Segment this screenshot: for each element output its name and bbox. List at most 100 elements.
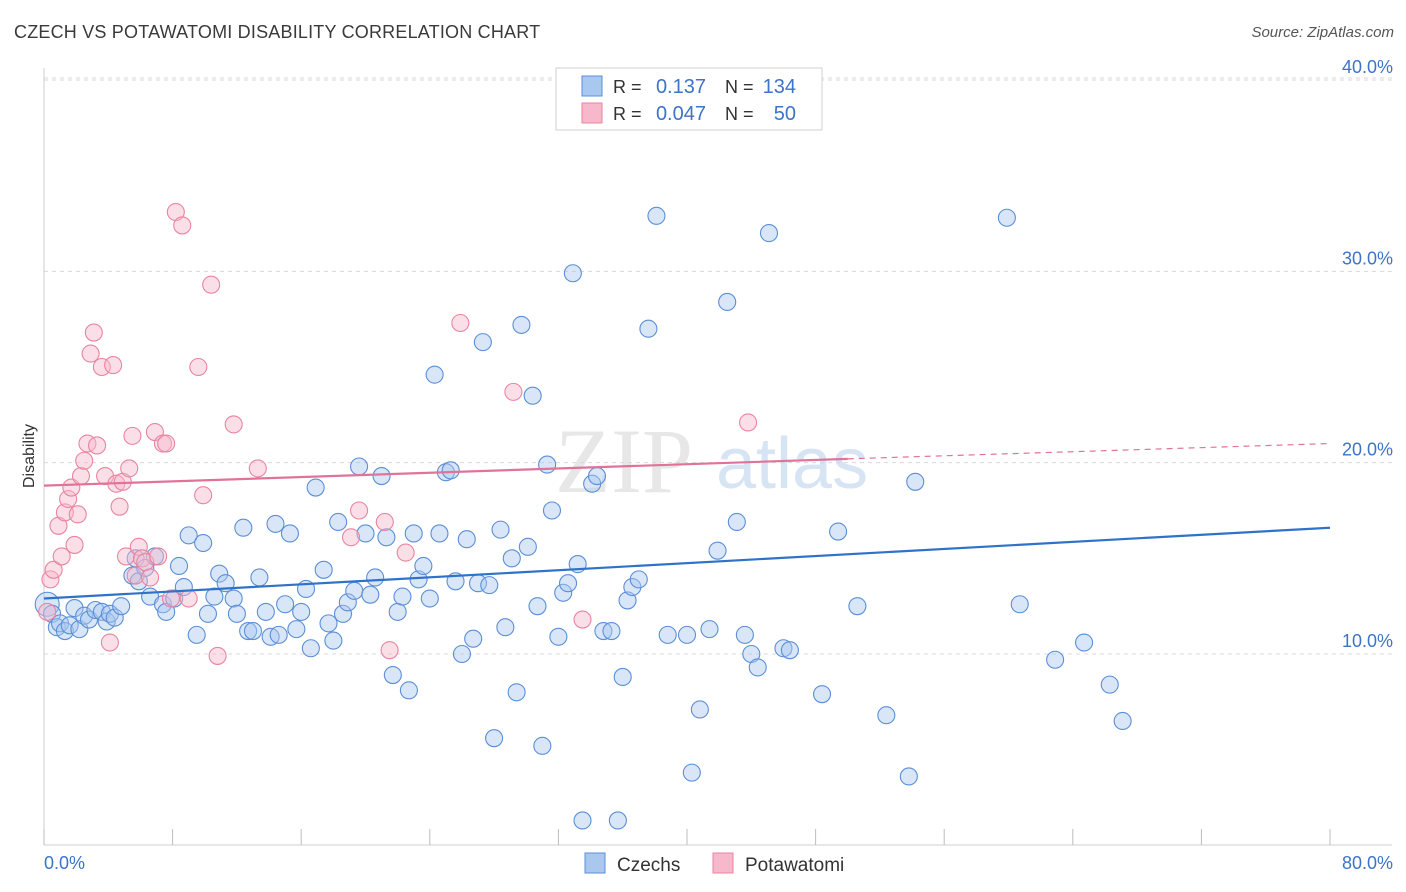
potawatomi-point: [68, 505, 87, 524]
czech-point: [480, 576, 499, 595]
czech-point: [420, 589, 439, 608]
czech-point: [485, 729, 504, 748]
czech-point: [542, 501, 562, 520]
czech-point: [1046, 650, 1065, 669]
chart-title: CZECH VS POTAWATOMI DISABILITY CORRELATI…: [14, 22, 541, 42]
potawatomi-point: [100, 633, 119, 652]
n-value: 134: [763, 76, 796, 98]
potawatomi-point: [116, 547, 136, 566]
czech-point: [276, 595, 295, 614]
czech-point: [414, 556, 433, 576]
potawatomi-point: [179, 589, 198, 608]
czech-point: [538, 455, 557, 474]
czech-point: [502, 549, 521, 568]
legend-czechs-swatch: [584, 852, 606, 874]
czech-point: [388, 602, 407, 621]
czech-point: [224, 589, 243, 608]
potawatomi-point: [129, 537, 148, 556]
czech-point: [65, 599, 84, 618]
potawatomi-point: [194, 486, 213, 505]
czech-point: [60, 616, 79, 635]
potawatomi-point: [81, 344, 100, 363]
y-tick-label: 20.0%: [1342, 440, 1393, 460]
potawatomi-point: [573, 610, 592, 629]
potawatomi-point: [52, 547, 71, 566]
r-label: R =: [613, 104, 642, 124]
czech-point: [425, 365, 444, 384]
czech-point: [356, 524, 375, 543]
czech-point: [639, 319, 658, 338]
potawatomi-point: [189, 357, 208, 377]
czech-point: [227, 604, 246, 623]
czech-point: [452, 644, 472, 664]
potawatomi-point: [87, 436, 107, 455]
potawatomi-point: [208, 646, 227, 665]
potawatomi-point: [157, 434, 176, 453]
czech-point: [239, 621, 258, 641]
czech-point: [280, 524, 299, 543]
potawatomi-point: [375, 512, 394, 532]
czech-point: [338, 593, 357, 612]
czech-point: [457, 530, 476, 549]
czech-point: [404, 524, 423, 543]
czech-point: [430, 524, 449, 543]
czech-point: [350, 457, 369, 476]
czech-point: [187, 625, 206, 644]
czech-point: [877, 706, 896, 725]
czech-point: [105, 608, 124, 627]
watermark-zip: ZIP: [555, 410, 693, 512]
czech-point: [906, 472, 925, 491]
potawatomi-point: [44, 560, 63, 579]
czech-point: [727, 512, 746, 532]
potawatomi-point: [173, 216, 192, 235]
czech-point: [393, 587, 412, 606]
czech-point: [523, 386, 542, 405]
czech-point: [345, 581, 364, 600]
potawatomi-point: [92, 357, 111, 377]
r-value: 0.137: [656, 76, 706, 98]
czech-point: [812, 685, 832, 704]
potawatomi-point: [59, 489, 78, 509]
potawatomi-point: [350, 501, 369, 520]
x-tick-label: 0.0%: [44, 853, 85, 873]
czech-point: [234, 518, 253, 537]
czech-point: [157, 602, 176, 621]
potawatomi-point: [38, 602, 57, 621]
potawatomi-point: [451, 313, 470, 333]
czech-point: [549, 627, 568, 646]
source-label: Source: ZipAtlas.com: [1251, 24, 1394, 41]
y-tick-label: 10.0%: [1342, 631, 1393, 651]
czech-point: [243, 621, 263, 641]
czech-point: [205, 587, 224, 606]
czech-point: [558, 574, 578, 593]
czech-trend-line: [43, 526, 1331, 600]
czech-point: [287, 620, 306, 639]
czech-point: [366, 568, 385, 587]
potawatomi-point: [75, 451, 94, 470]
potawatomi-point: [161, 589, 181, 608]
czech-point: [179, 526, 198, 545]
czech-point: [1075, 633, 1094, 652]
czech-point: [608, 811, 627, 830]
czech-point: [194, 533, 213, 553]
czech-point: [269, 625, 288, 644]
n-label: N =: [725, 104, 754, 124]
czech-point: [372, 467, 391, 486]
czech-point: [301, 639, 320, 658]
czech-point: [210, 564, 229, 583]
czech-point: [848, 597, 867, 616]
czech-point: [399, 681, 418, 700]
potawatomi-point: [65, 535, 84, 554]
czech-point: [533, 736, 552, 755]
czech-point: [86, 600, 105, 620]
czech-point: [528, 597, 547, 616]
potawatomi-point: [504, 382, 523, 401]
czech-point: [266, 514, 285, 533]
potawatomi-point: [126, 566, 145, 585]
legend-potawatomi-label: Potawatomi: [745, 855, 844, 876]
czech-point: [464, 629, 483, 648]
czech-point: [377, 528, 396, 547]
potawatomi-point: [202, 275, 221, 294]
potawatomi-point: [224, 415, 243, 434]
potawatomi-trend-line: [43, 457, 848, 487]
